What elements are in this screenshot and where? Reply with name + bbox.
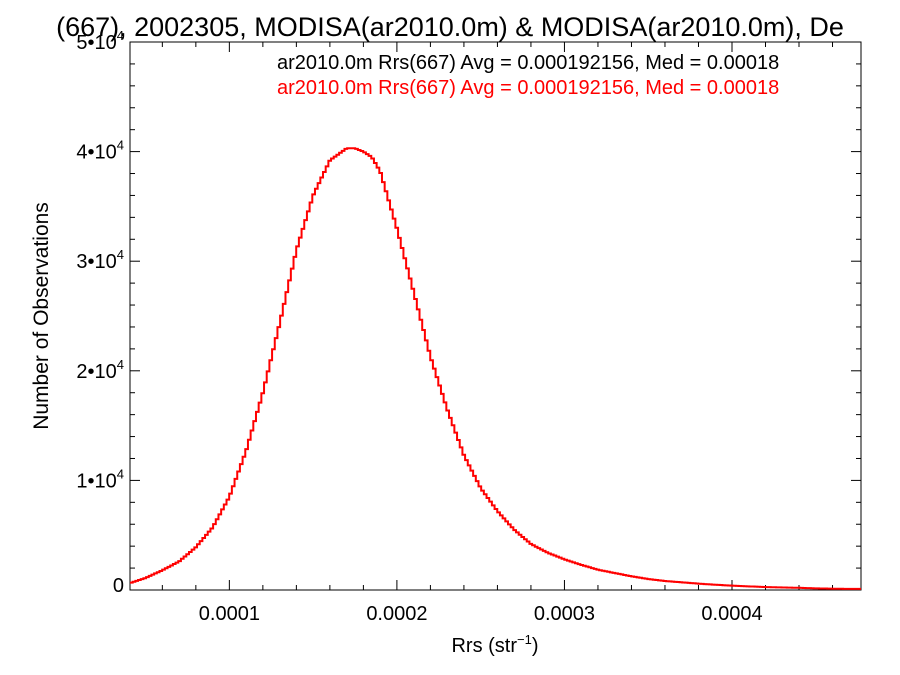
histogram-series: [130, 147, 861, 590]
histogram-line: [130, 147, 861, 590]
x-tick-labels: 0.0001 0.0002 0.0003 0.0004: [199, 603, 763, 625]
x-tick-label: 0.0003: [534, 603, 595, 625]
y-tick-label: 2•104: [76, 357, 124, 383]
y-tick-labels: 0 1•104 2•104 3•104 4•104 5•104: [76, 28, 124, 597]
chart-title: (667), 2002305, MODISA(ar2010.0m) & MODI…: [56, 12, 844, 42]
legend-entry: ar2010.0m Rrs(667) Avg = 0.000192156, Me…: [277, 52, 779, 74]
x-tick-label: 0.0004: [701, 603, 762, 625]
legend-entry: ar2010.0m Rrs(667) Avg = 0.000192156, Me…: [277, 77, 779, 99]
x-tick-label: 0.0001: [199, 603, 260, 625]
plot-frame: [129, 41, 862, 591]
y-tick-label: 4•104: [76, 138, 124, 164]
y-tick-label: 5•104: [76, 28, 124, 54]
y-tick-label: 0: [113, 575, 124, 597]
y-tick-label: 1•104: [76, 466, 124, 492]
y-axis-label: Number of Observations: [30, 202, 53, 430]
x-axis-label: Rrs (str−1): [451, 632, 538, 657]
y-tick-label: 3•104: [76, 247, 124, 273]
legend: ar2010.0m Rrs(667) Avg = 0.000192156, Me…: [277, 52, 779, 99]
x-tick-label: 0.0002: [366, 603, 427, 625]
